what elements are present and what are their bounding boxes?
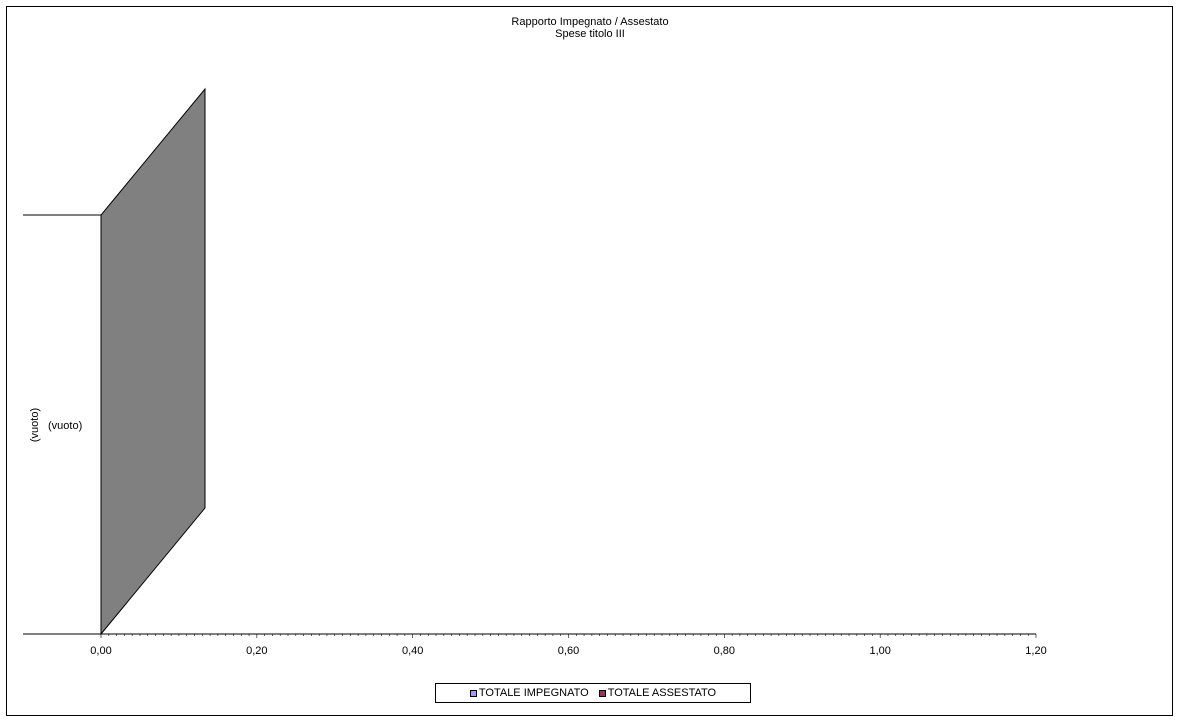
x-tick-label: 0,40 xyxy=(402,645,423,657)
legend-swatch-impegnato xyxy=(469,689,477,697)
category-label: (vuoto) xyxy=(48,420,82,432)
legend: TOTALE IMPEGNATO TOTALE ASSESTATO xyxy=(435,683,751,703)
chart-side-wall xyxy=(100,87,206,636)
x-tick-label: 0,20 xyxy=(246,645,267,657)
x-tick-label: 1,20 xyxy=(1025,645,1046,657)
x-tick-label: 1,00 xyxy=(869,645,890,657)
x-tick-label: 0,00 xyxy=(90,645,111,657)
x-tick-label: 0,60 xyxy=(558,645,579,657)
legend-item-impegnato: TOTALE IMPEGNATO xyxy=(469,687,589,699)
legend-item-assestato: TOTALE ASSESTATO xyxy=(598,687,717,699)
chart-subtitle: Spese titolo III xyxy=(555,28,625,40)
category-axis-label: (vuoto) xyxy=(29,408,41,442)
legend-label-assestato: TOTALE ASSESTATO xyxy=(607,687,717,699)
legend-swatch-assestato xyxy=(598,689,606,697)
x-tick-label: 0,80 xyxy=(714,645,735,657)
chart-title: Rapporto Impegnato / Assestato xyxy=(511,16,669,28)
legend-label-impegnato: TOTALE IMPEGNATO xyxy=(478,687,589,699)
